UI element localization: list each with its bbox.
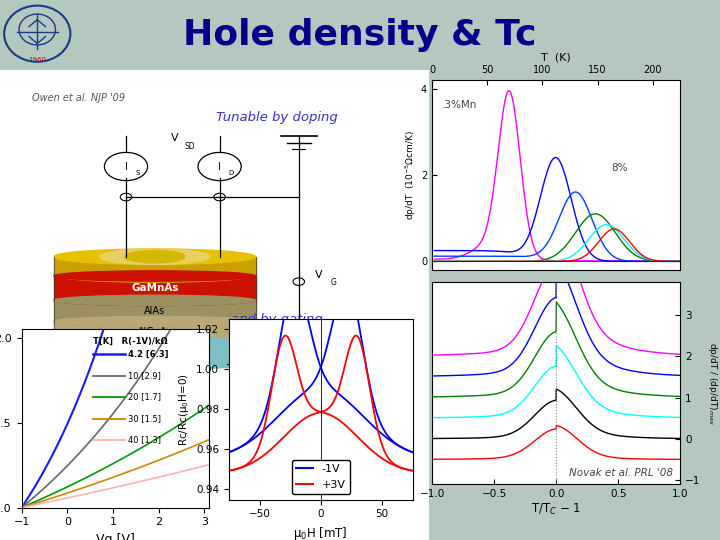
Text: S: S [135,170,140,176]
Text: 4.2 [6.3]: 4.2 [6.3] [128,350,168,359]
Ellipse shape [54,316,256,327]
Text: V: V [315,269,323,280]
Polygon shape [54,343,256,364]
X-axis label: T/T$_C$ − 1: T/T$_C$ − 1 [531,502,581,517]
Text: Novak et al. PRL '08: Novak et al. PRL '08 [569,468,672,478]
Text: GaMnAs: GaMnAs [131,283,179,293]
Ellipse shape [125,251,185,263]
Text: 40 [1.3]: 40 [1.3] [128,435,161,444]
Ellipse shape [54,338,256,348]
Text: 20 [1.7]: 20 [1.7] [128,393,161,402]
Text: T[K]   R(-1V)/kΩ: T[K] R(-1V)/kΩ [93,336,167,346]
Text: .3%Mn: .3%Mn [442,100,477,111]
Text: AlGaAs: AlGaAs [138,327,172,337]
Text: Owen et al. NJP '09: Owen et al. NJP '09 [32,93,125,103]
Y-axis label: Rc/Rc(μ$_0$H=0): Rc/Rc(μ$_0$H=0) [176,373,191,446]
Ellipse shape [54,271,256,281]
Ellipse shape [54,338,256,348]
Text: and by gating: and by gating [231,313,323,326]
Text: Tunable by doping: Tunable by doping [216,111,338,124]
Text: 1960: 1960 [28,57,46,63]
Ellipse shape [99,249,210,265]
Text: G: G [330,278,336,287]
Y-axis label: dp/dT / (dp/dT)$_{max}$: dp/dT / (dp/dT)$_{max}$ [706,342,719,424]
Ellipse shape [54,295,256,306]
X-axis label: Vg [V]: Vg [V] [96,533,135,540]
X-axis label: T  (K): T (K) [541,53,571,63]
Polygon shape [54,321,256,343]
Ellipse shape [54,316,256,327]
Text: AlAs: AlAs [144,306,166,316]
Polygon shape [54,276,256,300]
X-axis label: μ$_0$H [mT]: μ$_0$H [mT] [294,525,348,540]
Text: n⁺ GaAs: n⁺ GaAs [135,348,175,358]
Text: D: D [228,170,234,176]
Text: Hole density & Tc: Hole density & Tc [184,18,536,52]
Polygon shape [54,300,256,321]
Ellipse shape [54,295,256,306]
Ellipse shape [54,267,256,282]
Text: 8%: 8% [611,163,627,173]
Text: I: I [125,161,127,172]
Text: SD: SD [184,142,194,151]
Polygon shape [54,256,256,274]
FancyBboxPatch shape [0,70,428,540]
Text: I: I [297,335,300,346]
Text: I: I [218,161,221,172]
Text: V: V [171,133,179,143]
Text: 10 [2.9]: 10 [2.9] [128,371,161,380]
Ellipse shape [54,249,256,265]
Legend: -1V, +3V: -1V, +3V [292,460,350,494]
Ellipse shape [54,359,256,369]
Y-axis label: dp/dT  (10$^{-5}$Ωcm/K): dp/dT (10$^{-5}$Ωcm/K) [404,130,418,220]
Text: G: G [307,343,313,349]
Text: 30 [1.5]: 30 [1.5] [128,414,161,423]
